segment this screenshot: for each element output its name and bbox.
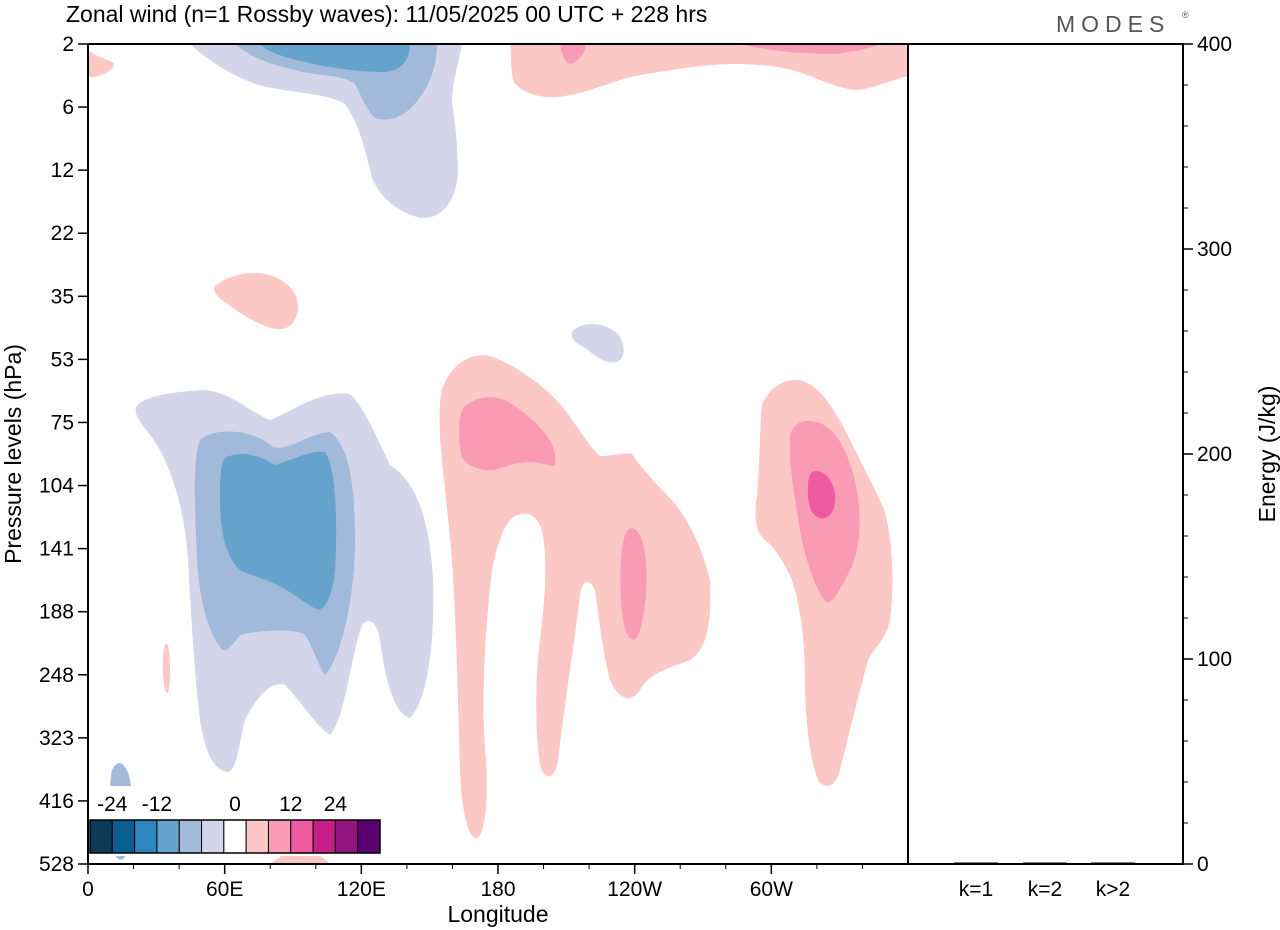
contour-westerly-upper-mid xyxy=(560,44,880,64)
contour-westerly-patch xyxy=(214,272,299,330)
colorbar-swatch xyxy=(290,819,314,854)
colorbar-swatch xyxy=(312,819,336,854)
energy-tick-label: 300 xyxy=(1197,238,1232,261)
contour-westerly-small-stem xyxy=(162,643,170,694)
y-axis-label: Pressure levels (hPa) xyxy=(0,344,26,564)
y-tick-label: 104 xyxy=(39,475,74,498)
energy-panel: k=1 k=2 k>2 0 100 200 300 400 xyxy=(907,33,1232,901)
contour-westerly-dateline-mid xyxy=(459,397,556,471)
energy-bars: k=1 k=2 k>2 xyxy=(954,862,1135,901)
x-tick-label: 60E xyxy=(206,878,243,901)
y-axis-left: 2 6 12 22 35 53 75 104 141 188 248 323 416 528 xyxy=(39,33,88,876)
x-tick-label: 180 xyxy=(480,878,515,901)
contour-easterly-upper-core xyxy=(260,44,410,72)
contour-easterly-lower-core xyxy=(220,451,337,610)
y-tick-label: 416 xyxy=(39,790,74,813)
x-axis: 0 60E 120E 180 120W 60W xyxy=(82,864,863,901)
energy-tick-label: 400 xyxy=(1197,33,1232,56)
energy-tick-label: 0 xyxy=(1197,853,1209,876)
y-tick-label: 528 xyxy=(39,853,74,876)
y-tick-label: 2 xyxy=(62,33,74,56)
colorbar-swatch xyxy=(178,819,203,854)
colorbar xyxy=(88,786,382,856)
colorbar-swatch xyxy=(334,819,359,854)
colorbar-label: -12 xyxy=(142,793,172,816)
contour-westerly-dateline-spot xyxy=(620,528,647,640)
colorbar-label: 12 xyxy=(279,793,302,816)
energy-axis-label: Energy (J/kg) xyxy=(1254,386,1280,523)
colorbar-swatch xyxy=(134,819,158,854)
contour-panel: -24 -12 0 12 24 2 6 12 22 35 53 75 104 141 188 248 323 4… xyxy=(39,33,909,901)
x-axis-label: Longitude xyxy=(447,901,548,927)
y-tick-label: 35 xyxy=(51,285,74,308)
energy-category-label: k=1 xyxy=(959,878,993,901)
colorbar-swatch xyxy=(267,819,292,854)
contour-fills xyxy=(88,44,908,864)
colorbar-swatch xyxy=(201,819,225,854)
colorbar-label: 0 xyxy=(229,793,241,816)
y-tick-label: 22 xyxy=(51,222,74,245)
colorbar-swatch xyxy=(111,819,136,854)
modes-logo-mark: ® xyxy=(1182,10,1189,20)
energy-category-label: k>2 xyxy=(1096,878,1130,901)
contour-westerly-west-core xyxy=(807,471,836,519)
x-tick-label: 120W xyxy=(607,878,662,901)
x-tick-label: 0 xyxy=(82,878,94,901)
colorbar-tick-labels: -24 -12 0 12 24 xyxy=(97,793,347,816)
y-tick-label: 6 xyxy=(62,96,74,119)
colorbar-label: 24 xyxy=(324,793,348,816)
energy-category-label: k=2 xyxy=(1028,878,1062,901)
contour-westerly-upper-edge xyxy=(88,50,115,77)
energy-bar xyxy=(1023,862,1067,864)
contour-westerly-upper-light xyxy=(510,44,908,98)
colorbar-swatch xyxy=(89,819,113,854)
modes-logo: MODES xyxy=(1056,11,1170,37)
energy-bar xyxy=(954,862,998,864)
energy-tick-label: 100 xyxy=(1197,648,1232,671)
contour-westerly-dateline-light xyxy=(439,355,711,839)
y-tick-label: 141 xyxy=(39,538,74,561)
colorbar-frame xyxy=(89,819,381,854)
y-tick-label: 12 xyxy=(51,159,74,182)
energy-axis: 0 100 200 300 400 xyxy=(1183,33,1232,876)
y-tick-label: 323 xyxy=(39,727,74,750)
colorbar-swatch xyxy=(245,819,269,854)
colorbar-swatch xyxy=(223,819,247,854)
energy-panel-frame xyxy=(907,43,1184,865)
y-tick-label: 248 xyxy=(39,664,74,687)
colorbar-swatch xyxy=(156,819,180,854)
y-tick-label: 188 xyxy=(39,601,74,624)
energy-tick-label: 200 xyxy=(1197,443,1232,466)
colorbar-label: -24 xyxy=(97,793,128,816)
chart-title: Zonal wind (n=1 Rossby waves): 11/05/202… xyxy=(66,1,707,27)
y-tick-label: 53 xyxy=(51,348,74,371)
x-tick-label: 60W xyxy=(750,878,793,901)
colorbar-swatch xyxy=(357,819,381,854)
x-tick-label: 120E xyxy=(337,878,386,901)
energy-bar xyxy=(1091,862,1135,864)
y-tick-label: 75 xyxy=(51,411,74,434)
contour-easterly-patch xyxy=(571,323,624,363)
